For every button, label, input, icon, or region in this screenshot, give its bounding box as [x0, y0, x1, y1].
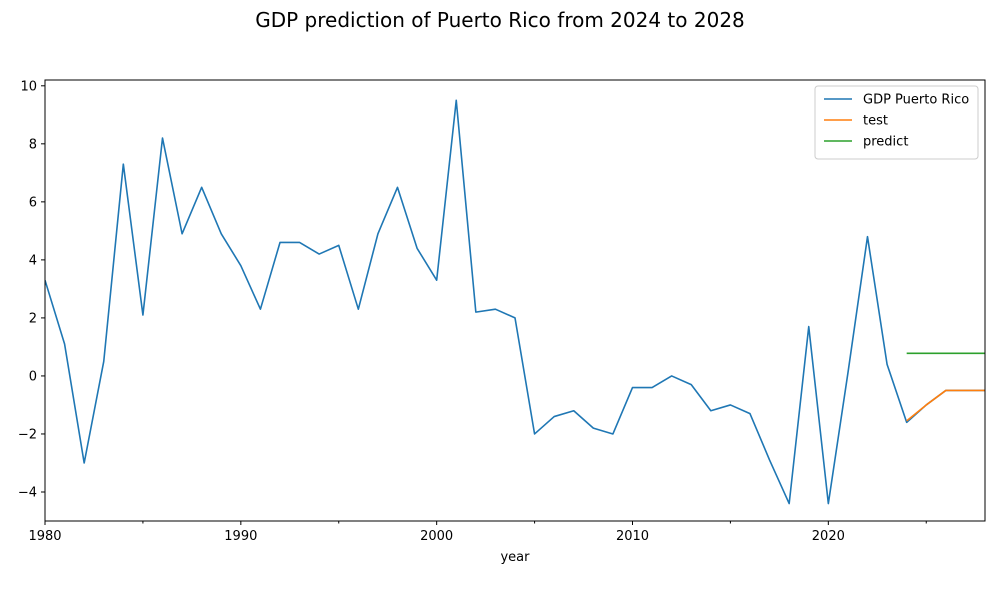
x-tick-label: 2020 — [812, 529, 845, 544]
y-tick-label: −2 — [18, 427, 37, 442]
x-tick-label: 2000 — [420, 529, 453, 544]
y-tick-label: 0 — [29, 369, 37, 384]
y-tick-label: 8 — [29, 137, 37, 152]
x-tick-label: 2010 — [616, 529, 649, 544]
legend-label: GDP Puerto Rico — [863, 93, 969, 108]
series-line-test — [906, 389, 985, 422]
legend-label: test — [863, 114, 888, 129]
x-axis-label: year — [500, 550, 530, 565]
plot-frame — [44, 79, 986, 522]
chart-title: GDP prediction of Puerto Rico from 2024 … — [255, 8, 745, 32]
legend-box — [814, 85, 979, 160]
series-line-gdp-puerto-rico — [45, 99, 985, 505]
y-tick-label: 10 — [20, 79, 37, 94]
y-tick-label: 2 — [29, 311, 37, 326]
legend-label: predict — [863, 135, 908, 150]
x-tick-label: 1980 — [28, 529, 61, 544]
y-tick-label: −4 — [18, 485, 37, 500]
x-tick-label: 1990 — [224, 529, 257, 544]
y-tick-label: 4 — [29, 253, 37, 268]
y-tick-label: 6 — [29, 195, 37, 210]
